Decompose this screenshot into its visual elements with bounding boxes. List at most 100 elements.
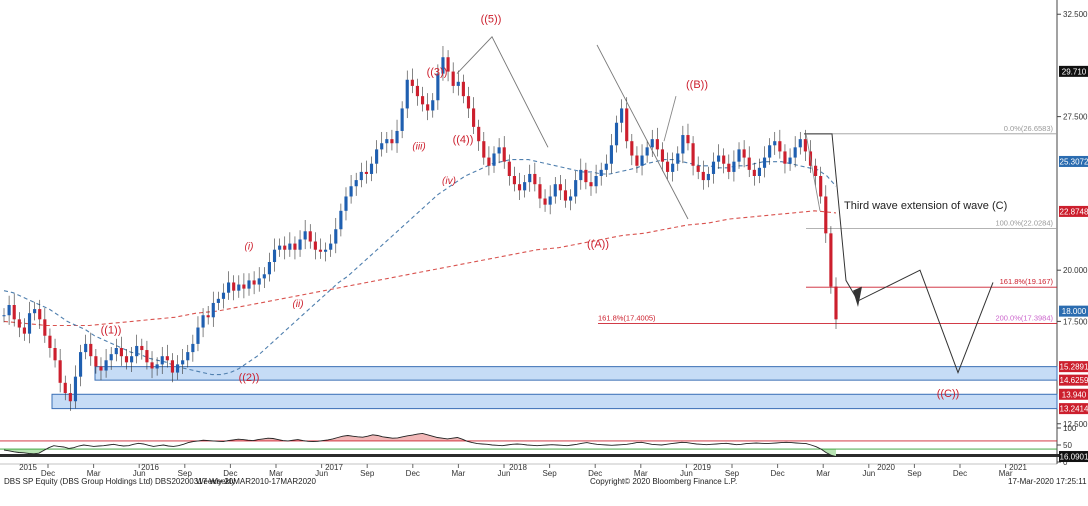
osc-overbought-fill [4, 433, 836, 441]
fib-label: 200.0%(17.3984) [995, 313, 1053, 322]
wave-label: ((1)) [101, 325, 122, 337]
candle-body [773, 141, 777, 146]
price-badge: 13.940 [1059, 388, 1088, 400]
y-tick-label: 20.000 [1063, 266, 1088, 275]
candle-body [497, 147, 501, 154]
wave-label: ((B)) [686, 79, 708, 91]
candle-body [160, 356, 164, 365]
x-tick-label: Mar [452, 469, 466, 478]
candle-body [349, 186, 353, 197]
candle-body [512, 176, 517, 185]
price-badge-bg [1059, 374, 1088, 386]
candle-body [640, 155, 644, 166]
x-tick-label: Sep [542, 469, 557, 478]
candle-body [415, 85, 420, 97]
year-label: 2020 [877, 463, 895, 472]
candle-body [181, 360, 185, 365]
candle-body [12, 305, 16, 320]
candle-body [109, 354, 113, 361]
candle-body [119, 348, 123, 357]
candle-body [436, 73, 440, 101]
candle-body [569, 196, 573, 201]
y-tick-label: 12.500 [1063, 420, 1088, 429]
candle-body [814, 165, 818, 176]
osc-tick-label: 100 [1063, 424, 1077, 433]
x-tick-label: Mar [634, 469, 648, 478]
candle-body [78, 352, 83, 377]
price-badge: 29.710 [1059, 65, 1088, 77]
x-tick-label: Jun [680, 469, 693, 478]
candle-body [441, 57, 445, 74]
candle-body [63, 382, 67, 394]
candle-body [584, 169, 588, 183]
candle-body [599, 169, 603, 176]
candle-body [211, 302, 215, 318]
x-tick-label: Jun [498, 469, 511, 478]
candle-body [252, 280, 256, 285]
price-badge-bg [1059, 388, 1088, 400]
candle-body [798, 139, 802, 148]
candle-body [227, 282, 231, 293]
osc-tick-label: 0 [1063, 458, 1068, 467]
candle-body [186, 352, 190, 361]
candle-body [523, 182, 527, 191]
candle-body [451, 71, 455, 86]
candle-body [737, 149, 741, 162]
price-badge-text: 13.2414 [1060, 405, 1088, 414]
wave-label: ((A)) [587, 239, 609, 251]
candle-body [17, 319, 21, 328]
candle-body [68, 393, 72, 402]
candle-body [528, 173, 532, 183]
price-badge-bg [1059, 205, 1088, 217]
timestamp-text: 17-Mar-2020 17:25:11 [1008, 477, 1087, 486]
candle-body [216, 298, 220, 303]
candle-body [395, 130, 399, 144]
year-label: 2016 [141, 463, 159, 472]
candle-body [420, 96, 425, 105]
price-badge-bg [1059, 155, 1088, 167]
candle-body [89, 343, 93, 357]
candle-body [502, 147, 506, 162]
price-badge: 22.8748 [1059, 205, 1088, 217]
candle-body [701, 171, 705, 181]
candle-body [145, 350, 149, 363]
candle-body [563, 190, 568, 201]
candle-body [313, 241, 317, 250]
candle-body [660, 149, 665, 162]
instrument-caption: DBS SP Equity (DBS Group Holdings Ltd) D… [4, 477, 236, 486]
candle-body [390, 139, 394, 144]
wave-b-trendline [596, 44, 689, 220]
x-tick-label: Mar [999, 469, 1013, 478]
candle-body [574, 180, 578, 197]
price-badge: 14.6259 [1059, 374, 1088, 386]
candle-body [232, 282, 236, 291]
candle-body [635, 155, 639, 166]
year-label: 2021 [1009, 463, 1027, 472]
copyright-text: Copyright© 2020 Bloomberg Finance L.P. [590, 477, 738, 486]
osc-line [3, 432, 837, 458]
candle-body [553, 184, 557, 197]
price-badge-bg [1059, 65, 1088, 77]
candle-body [155, 364, 159, 369]
candle-body [33, 309, 37, 314]
x-tick-label: Jun [862, 469, 875, 478]
osc-badge-bg [1059, 451, 1088, 463]
candle-body [375, 149, 379, 164]
candle-body [717, 155, 721, 162]
price-badge-text: 13.940 [1062, 390, 1087, 399]
candle-body [94, 356, 98, 367]
candle-body [620, 108, 624, 123]
candle-body [819, 176, 823, 197]
y-tick-label: 27.500 [1063, 113, 1088, 122]
projection-grey [805, 133, 821, 211]
candle-body [7, 305, 11, 316]
candle-body [329, 243, 333, 250]
candle-body [410, 79, 414, 86]
candle-body [385, 139, 389, 144]
candle-body [344, 196, 348, 211]
year-label: 2017 [325, 463, 343, 472]
year-label: 2019 [693, 463, 711, 472]
candle-body [696, 165, 700, 172]
